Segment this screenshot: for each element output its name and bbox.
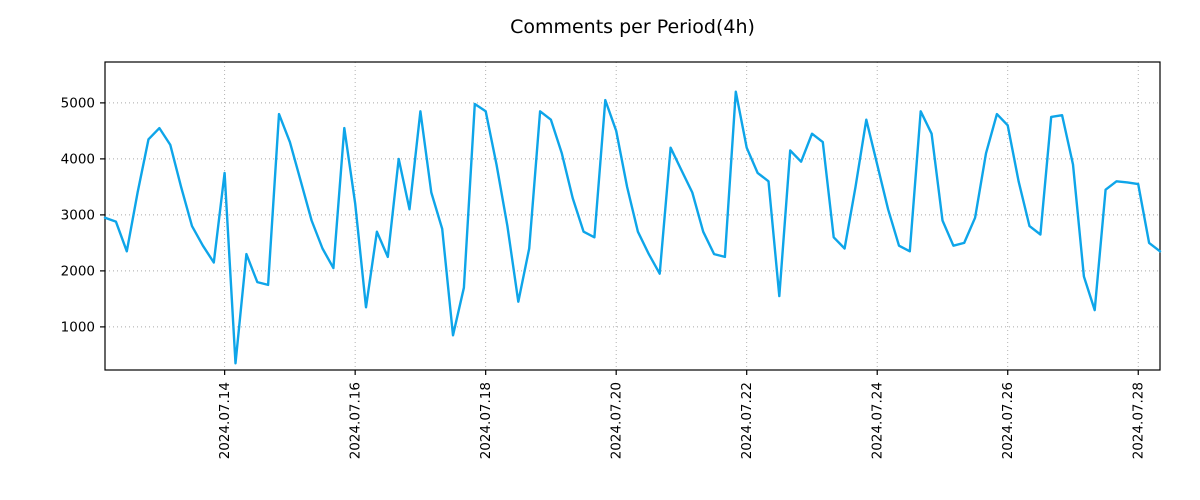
axes-frame — [104, 61, 1161, 371]
svg-text:2024.07.28: 2024.07.28 — [1131, 382, 1147, 459]
svg-text:3000: 3000 — [61, 207, 95, 223]
svg-text:2024.07.18: 2024.07.18 — [478, 382, 494, 459]
grid-lines — [105, 62, 1160, 370]
svg-text:2024.07.24: 2024.07.24 — [870, 382, 886, 459]
svg-text:2024.07.14: 2024.07.14 — [217, 382, 233, 459]
x-axis-labels: 2024.07.14 2024.07.16 2024.07.18 2024.07.20… — [217, 382, 1147, 459]
svg-text:1000: 1000 — [61, 319, 95, 335]
svg-text:4000: 4000 — [61, 151, 95, 167]
svg-text:2024.07.22: 2024.07.22 — [739, 382, 755, 459]
y-axis-labels: 1000 2000 3000 4000 5000 — [61, 95, 95, 335]
data-line — [103, 90, 1162, 365]
svg-text:2024.07.26: 2024.07.26 — [1000, 382, 1016, 459]
axis-ticks — [100, 102, 1139, 375]
svg-text:2000: 2000 — [61, 263, 95, 279]
svg-text:2024.07.20: 2024.07.20 — [609, 382, 625, 459]
chart-title: Comments per Period(4h) — [510, 16, 755, 38]
svg-text:5000: 5000 — [61, 95, 95, 111]
svg-text:2024.07.16: 2024.07.16 — [348, 382, 364, 459]
